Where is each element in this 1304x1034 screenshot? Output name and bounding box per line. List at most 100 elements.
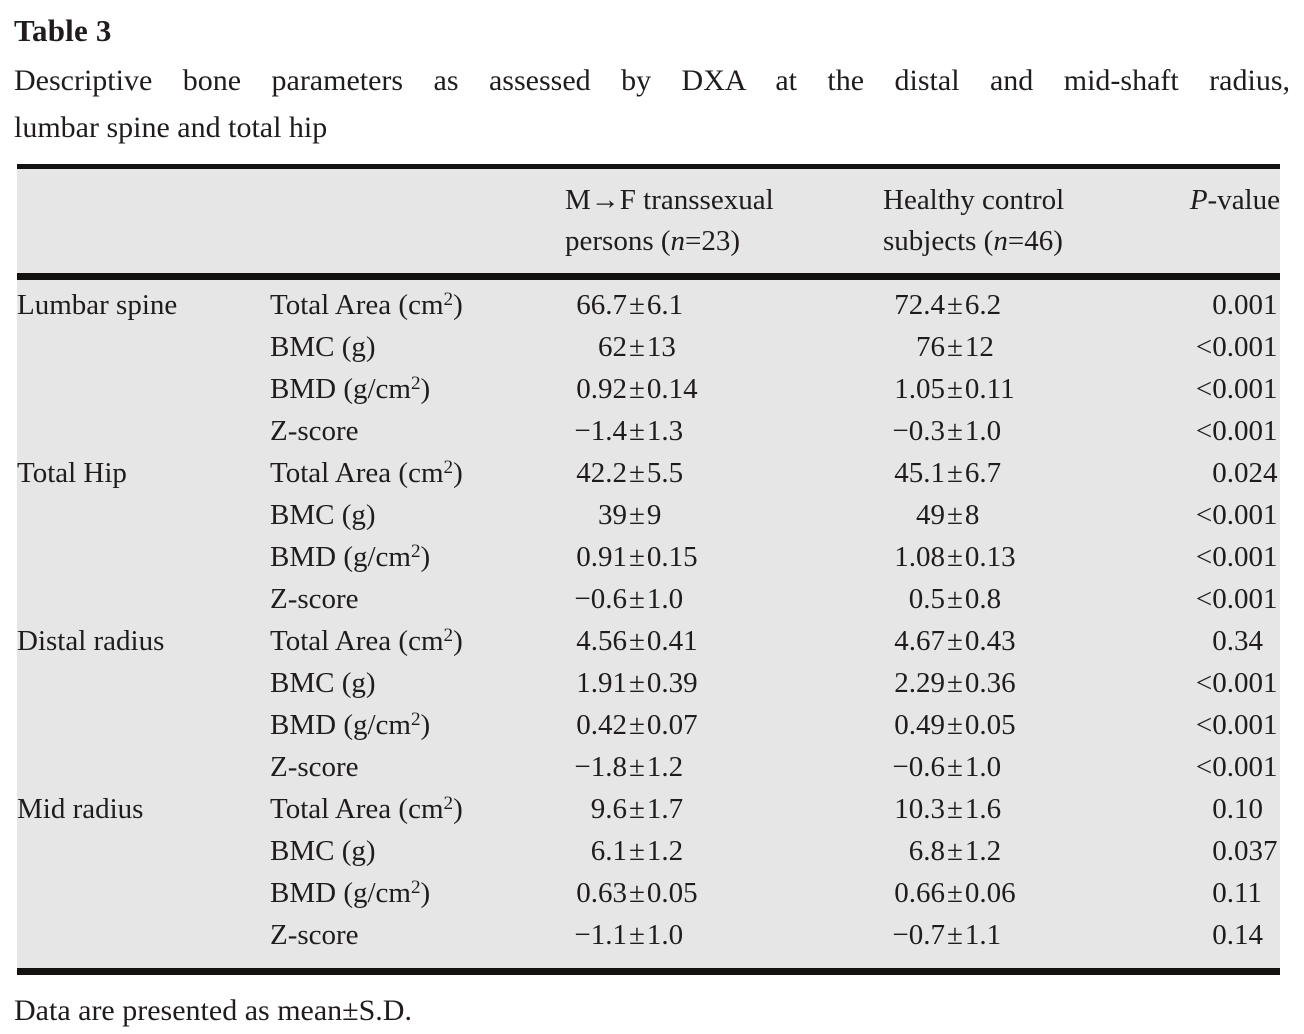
table-row: Z-score −1.4 ±1.3 −0.3 ±1.0 <0. 001 bbox=[17, 410, 1280, 452]
table-row: Distal radius Total Area (cm2) 4.56 ±0.41 4.… bbox=[17, 620, 1280, 662]
header-group1-line2: persons (n=23) bbox=[565, 225, 741, 257]
site-cell bbox=[17, 410, 270, 452]
header-group1-line1: M→F transsexual bbox=[565, 184, 774, 216]
parameter-cell: BMD (g/cm2) bbox=[270, 541, 431, 573]
group2-value-cell: 45.1 ±6.7 bbox=[894, 457, 1002, 489]
pvalue-cell: 0. 11 bbox=[1212, 877, 1262, 909]
group1-value-cell: 62 ±13 bbox=[598, 331, 676, 363]
table-row: Lumbar spine Total Area (cm2) 66.7 ±6.1 72.4… bbox=[17, 284, 1280, 326]
table-row: BMC (g) 1.91 ±0.39 2.29 ±0.36 <0. 001 bbox=[17, 662, 1280, 704]
group1-value-cell: 0.42 ±0.07 bbox=[576, 709, 698, 741]
pvalue-cell: 0. 14 bbox=[1212, 919, 1263, 951]
group2-value-cell: 6.8 ±1.2 bbox=[908, 835, 1002, 867]
site-cell bbox=[17, 662, 270, 704]
parameter-cell: BMD (g/cm2) bbox=[270, 877, 431, 909]
table-body: Lumbar spine Total Area (cm2) 66.7 ±6.1 72.4… bbox=[17, 280, 1280, 968]
header-group2-line2: subjects (n=46) bbox=[883, 225, 1063, 257]
table-row: Z-score −0.6 ±1.0 0.5 ±0.8 <0. 001 bbox=[17, 578, 1280, 620]
group1-value-cell: 42.2 ±5.5 bbox=[576, 457, 684, 489]
pvalue-cell: <0. 001 bbox=[1195, 415, 1278, 447]
group2-value-cell: 2.29 ±0.36 bbox=[894, 667, 1016, 699]
group2-value-cell: 76 ±12 bbox=[916, 331, 994, 363]
group1-value-cell: 0.91 ±0.15 bbox=[576, 541, 698, 573]
parameter-cell: Z-score bbox=[270, 583, 359, 615]
group2-value-cell: 10.3 ±1.6 bbox=[894, 793, 1002, 825]
group2-value-cell: −0.6 ±1.0 bbox=[892, 751, 1002, 783]
group1-value-cell: 1.91 ±0.39 bbox=[576, 667, 698, 699]
table-row: Mid radius Total Area (cm2) 9.6 ±1.7 10.3 ±1.… bbox=[17, 788, 1280, 830]
site-cell bbox=[17, 326, 270, 368]
table-header-row: M→F transsexual persons (n=23) Healthy c… bbox=[17, 169, 1280, 280]
pvalue-cell: <0. 001 bbox=[1195, 541, 1278, 573]
header-site-spacer bbox=[17, 180, 270, 262]
site-cell bbox=[17, 368, 270, 410]
site-cell bbox=[17, 536, 270, 578]
pvalue-cell: 0. 10 bbox=[1212, 793, 1263, 825]
group2-value-cell: 0.49 ±0.05 bbox=[894, 709, 1016, 741]
group1-value-cell: 4.56 ±0.41 bbox=[576, 625, 698, 657]
group2-value-cell: 1.05 ±0.11 bbox=[894, 373, 1015, 405]
header-group2-line1: Healthy control bbox=[883, 184, 1065, 216]
parameter-cell: BMC (g) bbox=[270, 835, 376, 867]
site-cell: Total Hip bbox=[17, 457, 127, 489]
pvalue-cell: 0. 037 bbox=[1212, 835, 1278, 867]
table-row: BMC (g) 6.1 ±1.2 6.8 ±1.2 0. 037 bbox=[17, 830, 1280, 872]
group1-value-cell: 0.92 ±0.14 bbox=[576, 373, 698, 405]
pvalue-cell: 0. 001 bbox=[1212, 289, 1278, 321]
table-row: BMD (g/cm2) 0.42 ±0.07 0.49 ±0.05 <0. 001 bbox=[17, 704, 1280, 746]
site-cell: Mid radius bbox=[17, 793, 144, 825]
parameter-cell: BMD (g/cm2) bbox=[270, 373, 431, 405]
pvalue-cell: <0. 001 bbox=[1195, 499, 1278, 531]
site-cell bbox=[17, 494, 270, 536]
group1-value-cell: −0.6 ±1.0 bbox=[574, 583, 684, 615]
header-group1: M→F transsexual persons (n=23) bbox=[565, 180, 883, 262]
pvalue-cell: <0. 001 bbox=[1195, 331, 1278, 363]
site-cell bbox=[17, 830, 270, 872]
table-row: BMD (g/cm2) 0.92 ±0.14 1.05 ±0.11 <0. 001 bbox=[17, 368, 1280, 410]
group2-value-cell: 49 ±8 bbox=[916, 499, 980, 531]
site-cell bbox=[17, 578, 270, 620]
parameter-cell: Total Area (cm2) bbox=[270, 625, 463, 657]
group1-value-cell: 0.63 ±0.05 bbox=[576, 877, 698, 909]
header-parameter-spacer bbox=[270, 180, 565, 262]
pvalue-cell: 0. 34 bbox=[1212, 625, 1263, 657]
table-row: BMD (g/cm2) 0.91 ±0.15 1.08 ±0.13 <0. 001 bbox=[17, 536, 1280, 578]
group1-value-cell: 66.7 ±6.1 bbox=[576, 289, 684, 321]
group1-value-cell: 6.1 ±1.2 bbox=[590, 835, 684, 867]
group2-value-cell: 72.4 ±6.2 bbox=[894, 289, 1002, 321]
table-caption: Descriptive bone parameters as assessed … bbox=[14, 57, 1290, 151]
parameter-cell: BMD (g/cm2) bbox=[270, 709, 431, 741]
group2-value-cell: 1.08 ±0.13 bbox=[894, 541, 1016, 573]
table-row: Total Hip Total Area (cm2) 42.2 ±5.5 45.1 ±6.… bbox=[17, 452, 1280, 494]
group2-value-cell: −0.3 ±1.0 bbox=[892, 415, 1002, 447]
group2-value-cell: −0.7 ±1.1 bbox=[892, 919, 1002, 951]
group2-value-cell: 0.5 ±0.8 bbox=[908, 583, 1002, 615]
parameter-cell: BMC (g) bbox=[270, 667, 376, 699]
site-cell: Lumbar spine bbox=[17, 289, 178, 321]
parameter-cell: BMC (g) bbox=[270, 331, 376, 363]
footnote: Data are presented as mean±S.D. bbox=[14, 994, 412, 1027]
site-cell bbox=[17, 914, 270, 956]
parameter-cell: Total Area (cm2) bbox=[270, 793, 463, 825]
header-group2: Healthy control subjects (n=46) bbox=[883, 180, 1176, 262]
parameter-cell: Total Area (cm2) bbox=[270, 457, 463, 489]
table-row: BMC (g) 39 ±9 49 ±8 <0. 001 bbox=[17, 494, 1280, 536]
site-cell bbox=[17, 872, 270, 914]
table-row: BMC (g) 62 ±13 76 ±12 <0. 001 bbox=[17, 326, 1280, 368]
caption-line1: Descriptive bone parameters as assessed … bbox=[14, 64, 1290, 97]
table-row: Z-score −1.1 ±1.0 −0.7 ±1.1 0. 14 bbox=[17, 914, 1280, 956]
parameter-cell: BMC (g) bbox=[270, 499, 376, 531]
group1-value-cell: −1.4 ±1.3 bbox=[574, 415, 684, 447]
pvalue-cell: <0. 001 bbox=[1195, 583, 1278, 615]
parameter-cell: Z-score bbox=[270, 415, 359, 447]
site-cell bbox=[17, 704, 270, 746]
group1-value-cell: −1.8 ±1.2 bbox=[574, 751, 684, 783]
pvalue-cell: <0. 001 bbox=[1195, 667, 1278, 699]
parameter-cell: Z-score bbox=[270, 751, 359, 783]
data-table: M→F transsexual persons (n=23) Healthy c… bbox=[17, 164, 1280, 975]
parameter-cell: Z-score bbox=[270, 919, 359, 951]
site-cell bbox=[17, 746, 270, 788]
group1-value-cell: 9.6 ±1.7 bbox=[590, 793, 684, 825]
table-row: Z-score −1.8 ±1.2 −0.6 ±1.0 <0. 001 bbox=[17, 746, 1280, 788]
